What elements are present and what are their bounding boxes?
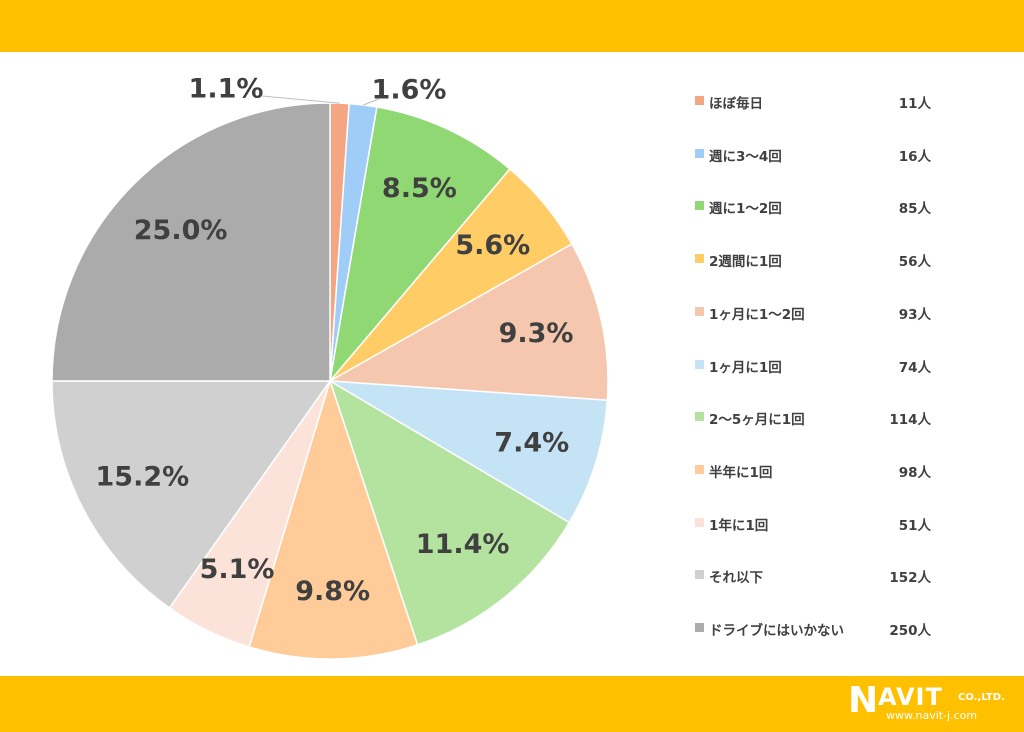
legend-label: 2週間に1回: [709, 254, 782, 271]
legend-label: 1ヶ月に1回: [709, 359, 782, 376]
legend-count: 51人: [898, 517, 931, 534]
pie-data-label: 25.0%: [134, 215, 228, 246]
legend-count: 114人: [889, 412, 931, 429]
pie-data-label: 11.4%: [416, 529, 510, 560]
logo-initial: N: [848, 680, 879, 721]
legend-label: それ以下: [709, 570, 763, 587]
navit-logo: N AVIT CO.,LTD. www.navit-j.com: [848, 680, 1018, 728]
logo-url: www.navit-j.com: [886, 709, 978, 722]
pie-data-label: 5.1%: [200, 554, 275, 585]
legend-count: 250人: [889, 623, 931, 639]
legend-count: 152人: [889, 570, 931, 587]
pie-slice: [51, 380, 332, 609]
pie-slices: [51, 102, 609, 660]
legend-swatch: [695, 623, 704, 632]
pie-data-label: 15.2%: [96, 462, 190, 493]
legend-label: 週に1～2回: [709, 201, 782, 218]
legend-count: 93人: [898, 306, 931, 323]
legend-count: 85人: [898, 201, 931, 218]
pie-slice: [51, 102, 331, 382]
legend-item: 2週間に1回 56人: [695, 248, 995, 270]
legend-item: それ以下 152人: [695, 564, 995, 586]
legend-item: 1年に1回 51人: [695, 512, 995, 534]
legend-label: 2～5ヶ月に1回: [709, 412, 805, 429]
pie-data-label: 9.8%: [295, 576, 370, 607]
legend-swatch: [695, 359, 704, 369]
legend-item: 週に1～2回 85人: [695, 195, 995, 217]
top-banner: [0, 0, 1024, 52]
legend-item: 半年に1回 98人: [695, 459, 995, 481]
logo-company-suffix: CO.,LTD.: [958, 692, 1005, 703]
legend-item: 1ヶ月に1回 74人: [695, 354, 995, 376]
pie-slice: [329, 380, 609, 524]
pie-data-label: 1.1%: [189, 74, 264, 105]
legend-item: ほぼ毎日 11人: [695, 90, 995, 112]
pie-slice: [328, 379, 571, 646]
legend-swatch: [695, 148, 704, 158]
legend-swatch: [695, 201, 704, 211]
legend-swatch: [695, 570, 704, 580]
legend-count: 74人: [898, 359, 931, 376]
logo-wordmark: AVIT: [878, 683, 943, 711]
pie-data-label: 8.5%: [382, 173, 457, 204]
legend-item: 2～5ヶ月に1回 114人: [695, 406, 995, 428]
legend-item: 週に3～4回 16人: [695, 143, 995, 165]
legend-swatch: [695, 412, 704, 422]
legend-label: ほぼ毎日: [709, 96, 763, 112]
legend-swatch: [695, 254, 704, 264]
legend-swatch: [695, 306, 704, 316]
pie-data-labels: 1.1% 1.6% 8.5% 5.6% 9.3% 7.4% 11.4% 9.8% 5.1% 15.…: [96, 74, 574, 607]
pie-slice: [328, 106, 511, 384]
pie-data-label: 9.3%: [499, 318, 574, 349]
leader-lines: [261, 95, 380, 106]
pie-slice: [248, 378, 419, 660]
legend-label: 1ヶ月に1～2回: [709, 306, 805, 323]
pie-chart: 1.1% 1.6% 8.5% 5.6% 9.3% 7.4% 11.4% 9.8% 5.1% 15.…: [51, 74, 609, 660]
legend-count: 56人: [898, 254, 931, 271]
legend-label: 1年に1回: [709, 517, 769, 534]
legend-swatch: [695, 96, 704, 105]
legend-label: 週に3～4回: [709, 148, 782, 165]
leader-line: [362, 98, 380, 106]
pie-slice: [327, 242, 609, 402]
legend-item: 1ヶ月に1～2回 93人: [695, 301, 995, 323]
bottom-banner: [0, 676, 1024, 732]
legend-label: 半年に1回: [709, 464, 773, 481]
pie-data-label: 7.4%: [494, 427, 569, 458]
leader-line: [261, 95, 340, 104]
pie-data-label: 5.6%: [455, 230, 530, 261]
legend-count: 11人: [898, 96, 931, 112]
legend-label: ドライブにはいかない: [709, 623, 844, 639]
legend-item: ドライブにはいかない 250人: [695, 617, 995, 639]
legend-swatch: [695, 517, 704, 527]
pie-data-label: 1.6%: [372, 75, 447, 106]
legend-count: 16人: [898, 148, 931, 165]
legend-swatch: [695, 464, 704, 474]
legend-count: 98人: [898, 464, 931, 481]
